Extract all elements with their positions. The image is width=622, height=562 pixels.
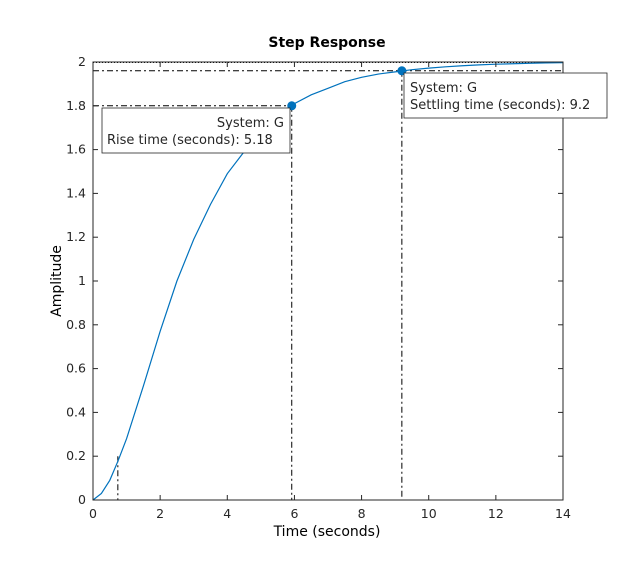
x-tick-label: 12 [488, 506, 504, 521]
x-tick-label: 4 [223, 506, 231, 521]
axis-ticks [92, 61, 564, 501]
x-tick-label: 8 [358, 506, 366, 521]
y-tick-label: 0.4 [66, 404, 86, 419]
y-axis-label: Amplitude [49, 245, 65, 317]
x-tick-label: 14 [555, 506, 571, 521]
y-tick-labels: 0 0.2 0.4 0.6 0.8 1 1.2 1.4 1.6 1.8 2 [66, 54, 86, 507]
y-tick-label: 2 [78, 54, 86, 69]
settling-time-datatip-box [403, 72, 608, 119]
x-tick-labels: 0 2 4 6 8 10 12 14 [89, 506, 571, 521]
settling-time-datatip-value: Settling time (seconds): 9.2 [410, 98, 590, 113]
y-tick-label: 1.6 [66, 142, 86, 157]
y-tick-label: 1.4 [66, 185, 86, 200]
y-tick-label: 1.8 [66, 98, 86, 113]
y-tick-label: 0 [78, 492, 86, 507]
y-tick-label: 1.2 [66, 229, 86, 244]
chart-title: Step Response [268, 35, 385, 51]
x-tick-label: 10 [421, 506, 437, 521]
y-tick-label: 1 [78, 273, 86, 288]
x-tick-label: 2 [156, 506, 164, 521]
rise-time-datatip-system: System: G [217, 116, 284, 131]
x-tick-label: 6 [290, 506, 298, 521]
step-response-line [92, 62, 564, 501]
settling-time-datatip[interactable]: System: G Settling time (seconds): 9.2 [403, 72, 608, 119]
y-tick-label: 0.2 [66, 448, 86, 463]
rise-time-datatip-box [101, 107, 291, 154]
y-tick-label: 0.8 [66, 317, 86, 332]
settling-time-datatip-system: System: G [410, 81, 477, 96]
y-tick-label: 0.6 [66, 361, 86, 376]
x-axis-label: Time (seconds) [273, 524, 381, 540]
rise-time-datatip[interactable]: System: G Rise time (seconds): 5.18 [101, 107, 291, 154]
x-tick-label: 0 [89, 506, 97, 521]
rise-time-datatip-value: Rise time (seconds): 5.18 [107, 133, 273, 148]
